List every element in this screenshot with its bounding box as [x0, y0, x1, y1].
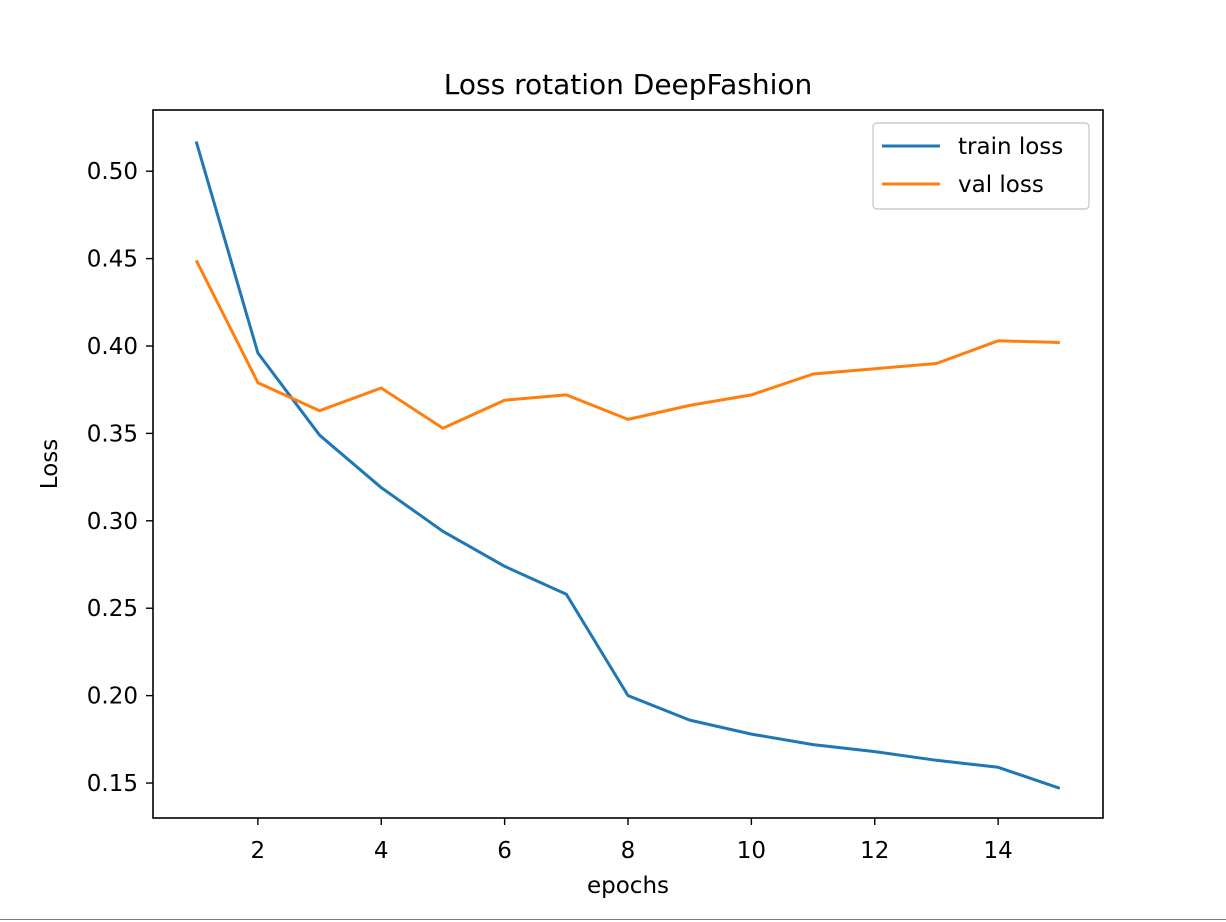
- chart-title: Loss rotation DeepFashion: [444, 68, 812, 101]
- x-tick-label: 14: [983, 838, 1012, 864]
- series-line-train-loss: [194, 141, 1061, 790]
- y-axis-label: Loss: [37, 439, 63, 489]
- legend-label: train loss: [958, 134, 1063, 160]
- y-tick-label: 0.40: [87, 334, 138, 360]
- bottom-divider: [0, 919, 1226, 920]
- y-axis-ticks: 0.15 0.20 0.25 0.30 0.35 0.40 0.45 0.50: [87, 159, 153, 797]
- y-tick-label: 0.45: [87, 247, 138, 273]
- y-tick-label: 0.50: [87, 159, 138, 185]
- x-tick-label: 12: [860, 838, 889, 864]
- series-line-val-loss: [194, 259, 1060, 430]
- x-tick-label: 10: [737, 838, 766, 864]
- axes-frame: [152, 109, 1104, 819]
- y-tick-label: 0.35: [87, 421, 138, 447]
- legend-label: val loss: [958, 172, 1044, 198]
- y-tick-label: 0.20: [87, 684, 138, 710]
- x-axis-ticks: 2 4 6 8 10 12 14: [251, 818, 1013, 864]
- y-tick-label: 0.15: [87, 771, 138, 797]
- plot-area: [194, 141, 1061, 790]
- x-tick-label: 8: [621, 838, 636, 864]
- legend: train loss val loss: [872, 122, 1090, 210]
- x-tick-label: 4: [374, 838, 389, 864]
- x-tick-label: 6: [497, 838, 512, 864]
- x-axis-label: epochs: [587, 873, 669, 899]
- y-tick-label: 0.30: [87, 509, 138, 535]
- x-tick-label: 2: [251, 838, 266, 864]
- y-tick-label: 0.25: [87, 596, 138, 622]
